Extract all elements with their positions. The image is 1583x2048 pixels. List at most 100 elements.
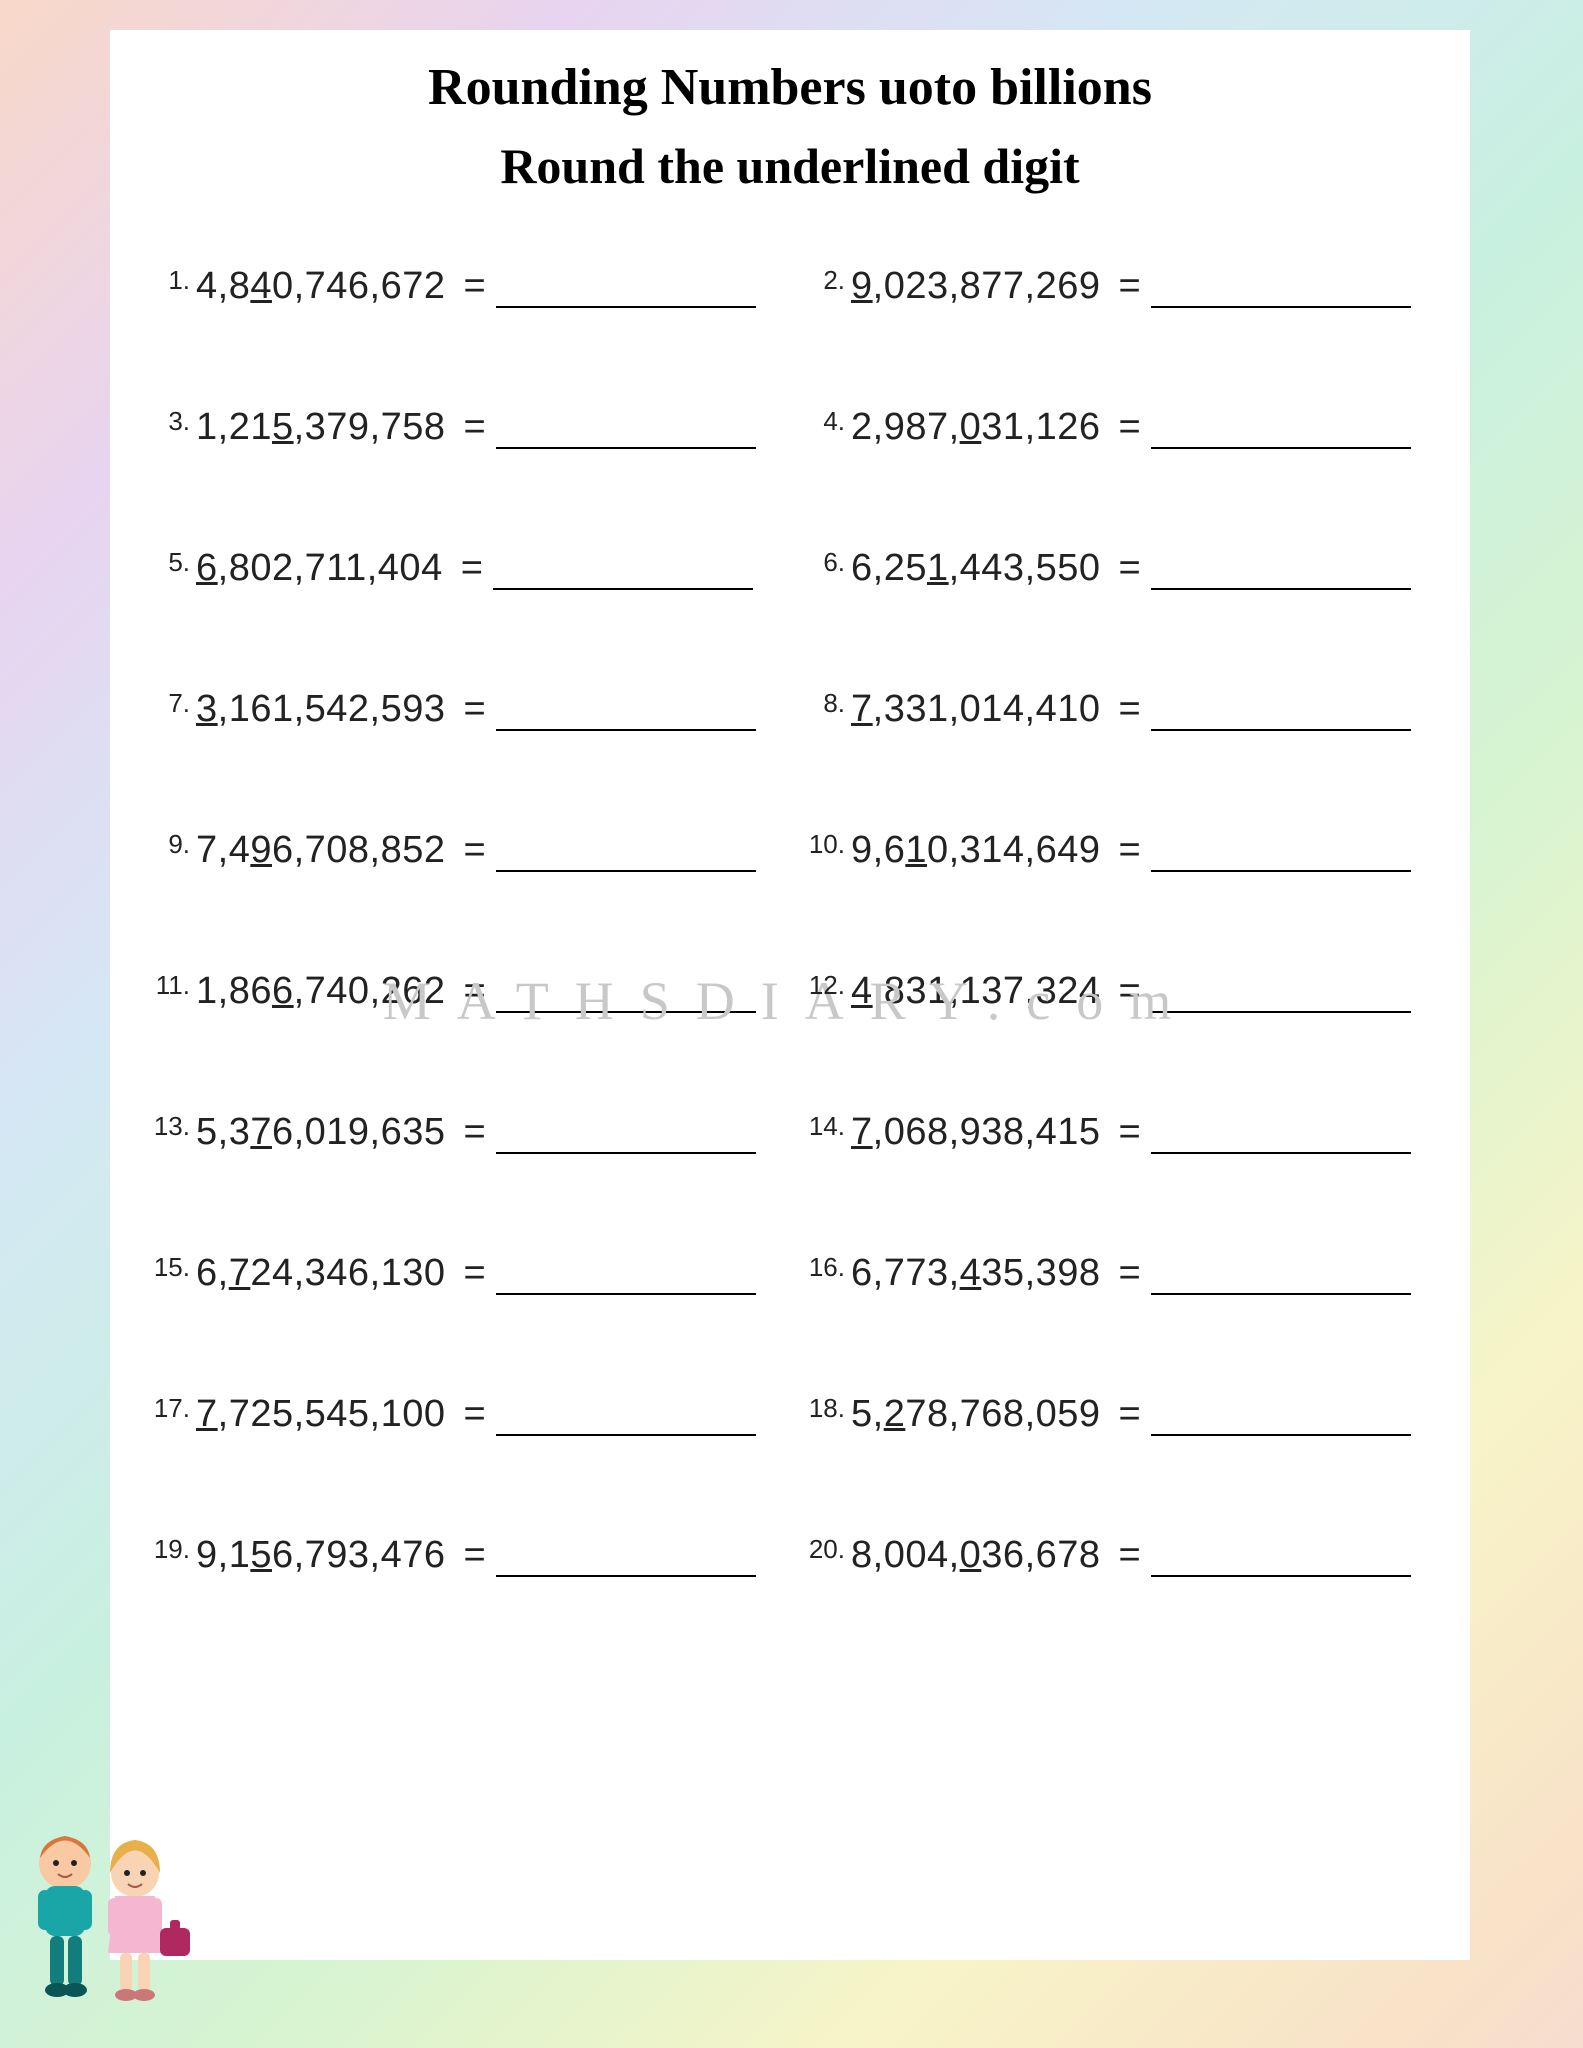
equals-sign: = [1119, 1534, 1141, 1577]
underlined-digit: 0 [960, 406, 982, 448]
answer-blank[interactable] [1151, 697, 1411, 731]
problem-value: 5,278,768,059 [851, 1393, 1101, 1436]
equals-sign: = [1119, 547, 1141, 590]
equals-sign: = [464, 1111, 486, 1154]
equals-sign: = [464, 1393, 486, 1436]
value-post: 78,768,059 [905, 1393, 1100, 1435]
problem-item: 14.7,068,938,415= [805, 1111, 1430, 1154]
underlined-digit: 4 [250, 265, 272, 307]
problem-item: 5.6,802,711,404= [150, 547, 775, 590]
value-post: 31,126 [981, 406, 1100, 448]
answer-blank[interactable] [1151, 1261, 1411, 1295]
equals-sign: = [464, 829, 486, 872]
equals-sign: = [1119, 1252, 1141, 1295]
problem-value: 8,004,036,678 [851, 1534, 1101, 1577]
problem-item: 12.4,831,137,324 = [805, 970, 1430, 1013]
problem-item: 6.6,251,443,550= [805, 547, 1430, 590]
problem-value: 9,610,314,649 [851, 829, 1101, 872]
value-pre: 6, [196, 1252, 229, 1294]
answer-blank[interactable] [496, 1120, 756, 1154]
worksheet-page: Rounding Numbers uoto billions Round the… [110, 30, 1470, 1960]
equals-sign: = [464, 1534, 486, 1577]
equals-sign: = [1119, 829, 1141, 872]
page-title: Rounding Numbers uoto billions [150, 58, 1430, 117]
value-pre: 7,4 [196, 829, 250, 871]
underlined-digit: 3 [196, 688, 218, 730]
problem-number: 3. [150, 406, 190, 437]
problem-number: 2. [805, 265, 845, 296]
answer-blank[interactable] [1151, 1543, 1411, 1577]
answer-blank[interactable] [493, 556, 753, 590]
value-post: ,379,758 [294, 406, 446, 448]
value-post: ,831,137,324 [873, 970, 1101, 1012]
answer-blank[interactable] [1151, 838, 1411, 872]
answer-blank[interactable] [496, 1261, 756, 1295]
underlined-digit: 4 [851, 970, 873, 1012]
underlined-digit: 7 [851, 688, 873, 730]
children-illustration [10, 1818, 210, 2038]
equals-sign: = [464, 688, 486, 731]
equals-sign: = [464, 970, 486, 1013]
answer-blank[interactable] [496, 697, 756, 731]
problem-value: 6,802,711,404 [196, 547, 443, 590]
answer-blank[interactable] [1151, 556, 1411, 590]
problem-value: 2,987,031,126 [851, 406, 1101, 449]
value-pre: 6,25 [851, 547, 927, 589]
value-pre: 5,3 [196, 1111, 250, 1153]
answer-blank[interactable] [496, 415, 756, 449]
underlined-digit: 7 [851, 1111, 873, 1153]
problem-number: 12. [805, 970, 845, 1001]
value-pre: 2,987, [851, 406, 960, 448]
value-pre: 1,86 [196, 970, 272, 1012]
underlined-digit: 7 [229, 1252, 251, 1294]
value-post: 6,708,852 [272, 829, 446, 871]
value-pre: 4,8 [196, 265, 250, 307]
underlined-digit: 9 [851, 265, 873, 307]
underlined-digit: 9 [250, 829, 272, 871]
value-post: ,725,545,100 [218, 1393, 446, 1435]
problem-item: 7.3,161,542,593= [150, 688, 775, 731]
problem-item: 15.6,724,346,130= [150, 1252, 775, 1295]
answer-blank[interactable] [1151, 1402, 1411, 1436]
equals-sign: = [464, 1252, 486, 1295]
answer-blank[interactable] [1151, 415, 1411, 449]
value-post: 6,793,476 [272, 1534, 446, 1576]
value-post: ,740,262 [294, 970, 446, 1012]
value-pre: 9,6 [851, 829, 905, 871]
problem-number: 15. [150, 1252, 190, 1283]
problem-value: 9,156,793,476 [196, 1534, 446, 1577]
underlined-digit: 7 [196, 1393, 218, 1435]
value-post: 6,019,635 [272, 1111, 446, 1153]
problem-item: 19.9,156,793,476= [150, 1534, 775, 1577]
underlined-digit: 2 [884, 1393, 906, 1435]
problem-number: 18. [805, 1393, 845, 1424]
equals-sign: = [1119, 1393, 1141, 1436]
problem-number: 4. [805, 406, 845, 437]
problem-number: 7. [150, 688, 190, 719]
problem-number: 20. [805, 1534, 845, 1565]
answer-blank[interactable] [1151, 1120, 1411, 1154]
value-pre: 5, [851, 1393, 884, 1435]
value-post: ,023,877,269 [873, 265, 1101, 307]
problem-value: 5,376,019,635 [196, 1111, 446, 1154]
answer-blank[interactable] [496, 838, 756, 872]
equals-sign: = [1119, 265, 1141, 308]
underlined-digit: 0 [960, 1534, 982, 1576]
equals-sign: = [1119, 970, 1141, 1013]
equals-sign: = [464, 265, 486, 308]
underlined-digit: 1 [905, 829, 927, 871]
answer-blank[interactable] [496, 979, 756, 1013]
problem-number: 1. [150, 265, 190, 296]
answer-blank[interactable] [1151, 979, 1411, 1013]
value-pre: 9,1 [196, 1534, 250, 1576]
answer-blank[interactable] [496, 1402, 756, 1436]
problem-number: 17. [150, 1393, 190, 1424]
equals-sign: = [461, 547, 483, 590]
answer-blank[interactable] [496, 1543, 756, 1577]
problem-item: 11.1,866,740,262= [150, 970, 775, 1013]
problem-value: 6,251,443,550 [851, 547, 1101, 590]
answer-blank[interactable] [1151, 274, 1411, 308]
answer-blank[interactable] [496, 274, 756, 308]
underlined-digit: 5 [250, 1534, 272, 1576]
value-post: ,068,938,415 [873, 1111, 1101, 1153]
